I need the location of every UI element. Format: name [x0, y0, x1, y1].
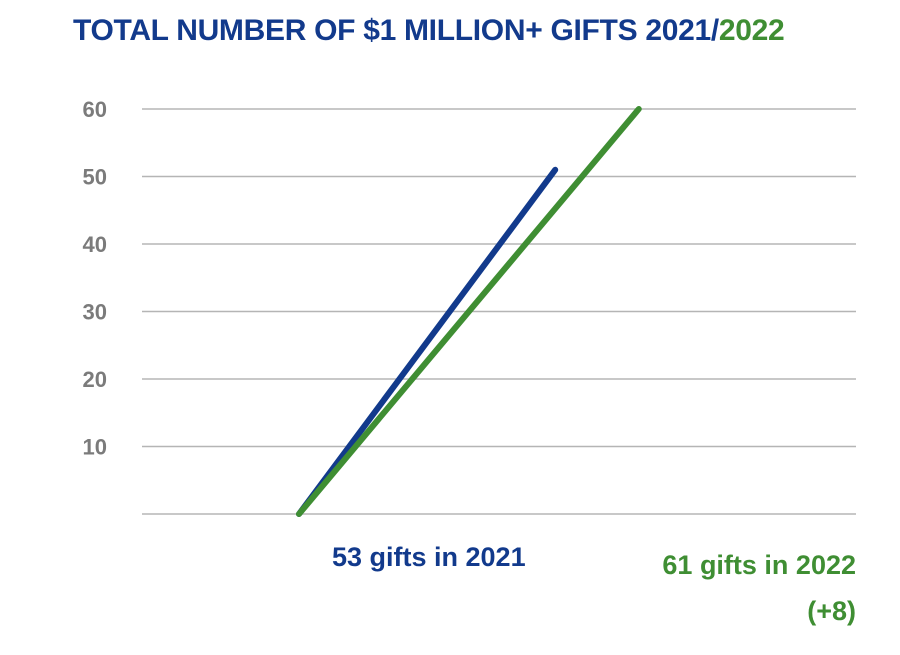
- series-lines: [296, 106, 642, 517]
- y-tick-label-40: 40: [83, 232, 107, 257]
- series-line-2022: [296, 106, 642, 517]
- annotation-2021: 53 gifts in 2021: [332, 542, 526, 572]
- gridlines: [142, 108, 856, 515]
- annotation-2022: 61 gifts in 2022 (+8): [662, 542, 856, 634]
- y-tick-label-10: 10: [83, 435, 107, 460]
- y-tick-label-50: 50: [83, 165, 107, 190]
- chart-title-main: TOTAL NUMBER OF $1 MILLION+ GIFTS 2021/: [73, 14, 719, 47]
- annotation-2022-delta: (+8): [807, 596, 856, 626]
- y-tick-label-30: 30: [83, 300, 107, 325]
- y-axis-ticks: 60 50 40 30 20 10: [83, 97, 107, 460]
- y-tick-label-60: 60: [83, 97, 107, 122]
- y-tick-label-20: 20: [83, 367, 107, 392]
- series-line-2021: [296, 166, 559, 517]
- annotation-2022-line1: 61 gifts in 2022: [662, 550, 856, 580]
- chart-title: TOTAL NUMBER OF $1 MILLION+ GIFTS 2021/2…: [73, 14, 785, 48]
- chart-title-year-2022: 2022: [718, 14, 785, 47]
